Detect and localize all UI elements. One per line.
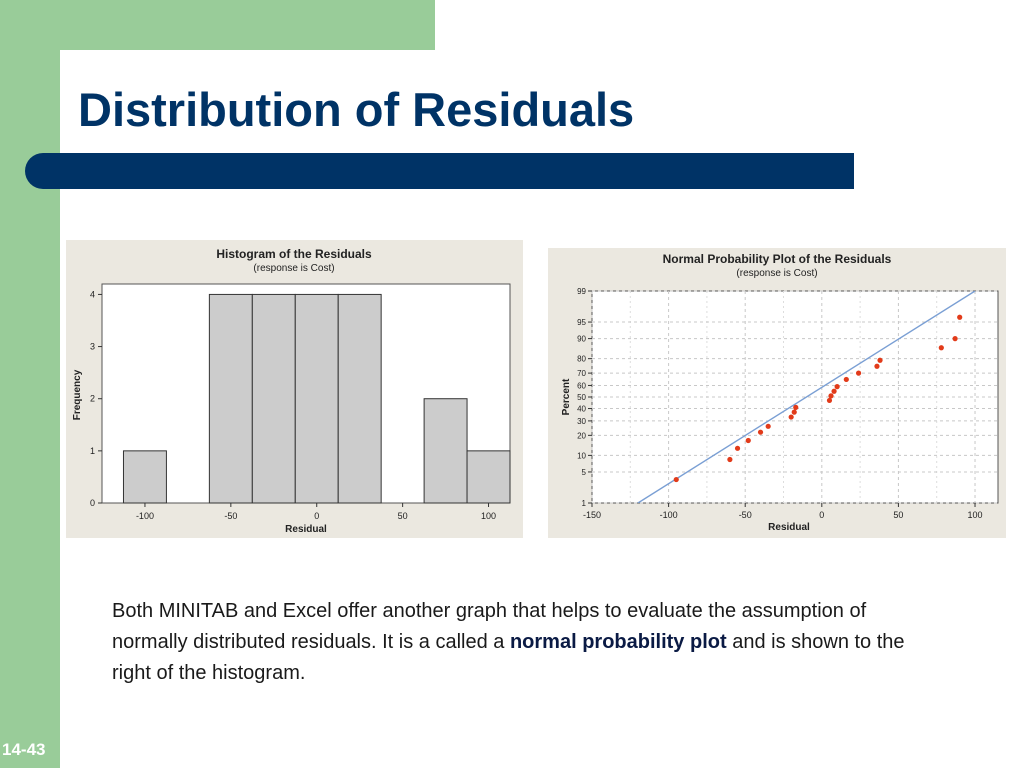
probability-plot-y-tick-label: 5 xyxy=(582,468,587,477)
probability-plot-point xyxy=(828,393,834,399)
histogram-y-tick-label: 3 xyxy=(90,342,95,352)
probability-plot-point xyxy=(952,336,958,342)
histogram-y-tick-label: 4 xyxy=(90,289,95,299)
probability-plot-point xyxy=(843,376,849,383)
left-accent-bar xyxy=(0,0,60,768)
probability-plot-point xyxy=(793,404,799,410)
histogram-bar xyxy=(337,293,382,504)
probability-plot-y-tick-label: 95 xyxy=(577,318,586,327)
probability-plot-point xyxy=(727,456,733,463)
histogram-bar xyxy=(294,293,339,504)
probability-plot-point xyxy=(938,345,944,351)
body-text-bold-term: normal probability plot xyxy=(509,631,727,653)
probability-plot-fit-line xyxy=(637,291,976,503)
histogram-bar xyxy=(208,293,253,504)
histogram-x-label: Residual xyxy=(285,524,327,535)
histogram-y-tick-label: 0 xyxy=(90,498,95,508)
probability-plot-y-tick-label: 10 xyxy=(577,451,586,460)
probability-plot-x-label: Residual xyxy=(768,522,810,533)
histogram-bar xyxy=(466,450,511,504)
probability-plot-y-tick-label: 99 xyxy=(577,287,586,296)
probability-plot-panel: Normal Probability Plot of the Residuals… xyxy=(548,248,1006,538)
probability-plot-x-tick-label: -100 xyxy=(660,510,678,520)
histogram-panel: Histogram of the Residuals (response is … xyxy=(66,240,523,538)
probability-plot-x-tick-label: 0 xyxy=(819,510,824,520)
histogram-y-label: Frequency xyxy=(72,369,83,420)
probability-plot-point xyxy=(745,437,751,444)
histogram-x-tick-label: 50 xyxy=(398,511,408,521)
probability-plot-point xyxy=(734,445,741,451)
probability-plot-subtitle: (response is Cost) xyxy=(736,268,817,279)
histogram-x-tick-label: -100 xyxy=(136,511,154,521)
probability-plot-y-tick-label: 50 xyxy=(577,393,586,402)
probability-plot-y-tick-label: 20 xyxy=(577,431,586,440)
probability-plot-point xyxy=(877,357,883,363)
histogram-bar xyxy=(122,450,167,504)
histogram-chart: Histogram of the Residuals (response is … xyxy=(72,247,511,535)
probability-plot-point xyxy=(791,409,797,415)
histogram-bar xyxy=(251,293,296,504)
probability-plot-x-tick-label: 50 xyxy=(893,510,903,520)
probability-plot-y-tick-label: 90 xyxy=(577,335,586,344)
probability-plot-y-tick-label: 40 xyxy=(577,405,586,414)
probability-plot-point xyxy=(834,384,840,390)
slide-title: Distribution of Residuals xyxy=(78,83,635,136)
probability-plot-point xyxy=(957,314,963,320)
probability-plot-x-tick-label: -50 xyxy=(739,510,752,520)
body-text-part2: and is shown to the right of the histogr… xyxy=(112,631,905,684)
histogram-x-tick-label: -50 xyxy=(224,511,237,521)
histogram-y-tick-label: 2 xyxy=(90,394,95,404)
histogram-x-tick-label: 100 xyxy=(481,511,496,521)
probability-plot-y-label: Percent xyxy=(561,378,572,415)
probability-plot-y-tick-label: 80 xyxy=(577,355,586,364)
probability-plot-y-tick-label: 30 xyxy=(577,417,586,426)
probability-plot-y-tick-label: 1 xyxy=(582,499,587,508)
probability-plot-x-tick-label: 100 xyxy=(968,510,983,520)
body-paragraph: Both MINITAB and Excel offer another gra… xyxy=(112,596,932,689)
normal-probability-chart: Normal Probability Plot of the Residuals… xyxy=(561,252,999,533)
slide-number: 14-43 xyxy=(2,740,46,759)
probability-plot-x-tick-label: -150 xyxy=(583,510,601,520)
probability-plot-point xyxy=(831,388,837,394)
probability-plot-y-tick-label: 60 xyxy=(577,381,586,390)
histogram-y-tick-label: 1 xyxy=(90,446,95,456)
probability-plot-point xyxy=(757,429,764,435)
probability-plot-title: Normal Probability Plot of the Residuals xyxy=(663,252,892,266)
probability-plot-point xyxy=(765,423,771,429)
probability-plot-point xyxy=(826,397,833,404)
histogram-title: Histogram of the Residuals xyxy=(216,247,372,261)
probability-plot-point xyxy=(788,414,794,420)
probability-plot-point xyxy=(673,476,679,483)
title-underline-bar xyxy=(25,153,854,189)
probability-plot-point xyxy=(855,370,862,376)
histogram-bar xyxy=(423,398,468,504)
probability-plot-y-tick-label: 70 xyxy=(577,369,586,378)
body-text-part1: Both MINITAB and Excel offer another gra… xyxy=(112,600,867,653)
probability-plot-point xyxy=(874,363,880,369)
histogram-subtitle: (response is Cost) xyxy=(253,263,334,274)
top-accent-bar xyxy=(0,0,435,50)
histogram-x-tick-label: 0 xyxy=(314,511,319,521)
